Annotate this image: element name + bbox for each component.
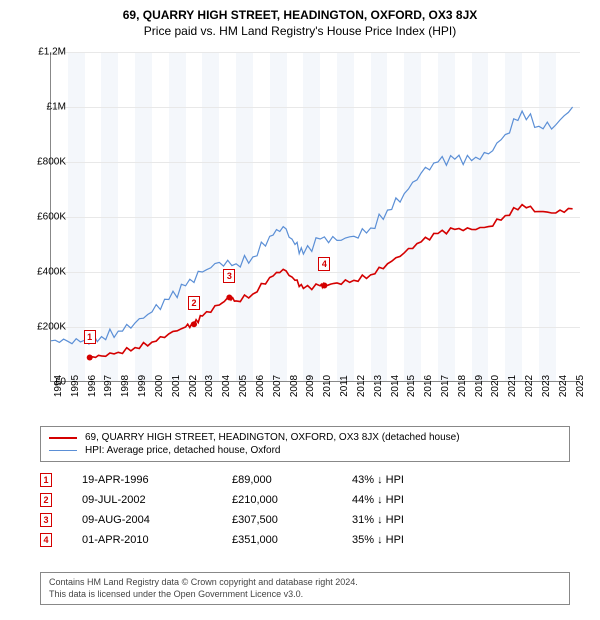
footer-box: Contains HM Land Registry data © Crown c… xyxy=(40,572,570,605)
series-property xyxy=(90,205,573,358)
x-axis-label: 2001 xyxy=(171,375,182,397)
transaction-row: 1 19-APR-1996£89,00043% ↓ HPI xyxy=(40,470,570,490)
transaction-date: 01-APR-2010 xyxy=(82,534,232,546)
x-axis-label: 2015 xyxy=(406,375,417,397)
x-axis-label: 2020 xyxy=(490,375,501,397)
plot-area: 1 2 3 4 xyxy=(50,52,580,382)
y-axis-label: £800K xyxy=(37,157,66,168)
transaction-marker: 1 xyxy=(40,473,52,487)
marker-dot xyxy=(321,282,327,288)
transaction-delta: 43% ↓ HPI xyxy=(352,474,472,486)
y-axis-label: £1M xyxy=(47,102,66,113)
x-axis-label: 1998 xyxy=(120,375,131,397)
x-axis-label: 1996 xyxy=(87,375,98,397)
transaction-price: £351,000 xyxy=(232,534,352,546)
x-axis-label: 2021 xyxy=(507,375,518,397)
transaction-delta: 35% ↓ HPI xyxy=(352,534,472,546)
transaction-delta: 31% ↓ HPI xyxy=(352,514,472,526)
marker-label: 4 xyxy=(318,257,330,271)
transaction-marker: 4 xyxy=(40,533,52,547)
x-axis-label: 1994 xyxy=(53,375,64,397)
transaction-marker: 2 xyxy=(40,493,52,507)
marker-dot xyxy=(87,355,93,361)
marker-label: 3 xyxy=(223,269,235,283)
x-axis-label: 2025 xyxy=(575,375,586,397)
legend-box: 69, QUARRY HIGH STREET, HEADINGTON, OXFO… xyxy=(40,426,570,462)
x-axis-label: 2008 xyxy=(289,375,300,397)
transaction-price: £210,000 xyxy=(232,494,352,506)
x-axis-label: 2011 xyxy=(339,375,350,397)
transaction-date: 09-JUL-2002 xyxy=(82,494,232,506)
footer-line-1: Contains HM Land Registry data © Crown c… xyxy=(49,577,561,589)
chart-title: 69, QUARRY HIGH STREET, HEADINGTON, OXFO… xyxy=(0,0,600,22)
legend-label: HPI: Average price, detached house, Oxfo… xyxy=(85,445,281,456)
x-axis-label: 2004 xyxy=(221,375,232,397)
footer-line-2: This data is licensed under the Open Gov… xyxy=(49,589,561,601)
x-axis-label: 2023 xyxy=(541,375,552,397)
x-axis-label: 2002 xyxy=(188,375,199,397)
legend-swatch xyxy=(49,437,77,439)
legend-label: 69, QUARRY HIGH STREET, HEADINGTON, OXFO… xyxy=(85,432,460,443)
x-axis-label: 2022 xyxy=(524,375,535,397)
x-axis-label: 2000 xyxy=(154,375,165,397)
x-axis-label: 2010 xyxy=(322,375,333,397)
chart-svg xyxy=(51,52,580,381)
transaction-date: 09-AUG-2004 xyxy=(82,514,232,526)
transaction-date: 19-APR-1996 xyxy=(82,474,232,486)
x-axis-label: 2014 xyxy=(390,375,401,397)
transaction-price: £307,500 xyxy=(232,514,352,526)
marker-dot xyxy=(191,321,197,327)
legend-item: HPI: Average price, detached house, Oxfo… xyxy=(49,444,561,457)
y-axis-label: £200K xyxy=(37,322,66,333)
x-axis-label: 2012 xyxy=(356,375,367,397)
x-axis-label: 1997 xyxy=(103,375,114,397)
marker-dot xyxy=(226,294,232,300)
marker-label: 2 xyxy=(188,296,200,310)
chart-container: 69, QUARRY HIGH STREET, HEADINGTON, OXFO… xyxy=(0,0,600,620)
legend-swatch xyxy=(49,450,77,451)
x-axis-label: 2006 xyxy=(255,375,266,397)
x-axis-label: 2005 xyxy=(238,375,249,397)
transactions-table: 1 19-APR-1996£89,00043% ↓ HPI 2 09-JUL-2002… xyxy=(40,470,570,550)
x-axis-label: 2017 xyxy=(440,375,451,397)
chart-subtitle: Price paid vs. HM Land Registry's House … xyxy=(0,22,600,46)
marker-label: 1 xyxy=(84,330,96,344)
y-axis-label: £600K xyxy=(37,212,66,223)
x-axis-label: 2009 xyxy=(305,375,316,397)
x-axis-label: 2024 xyxy=(558,375,569,397)
transaction-row: 4 01-APR-2010£351,00035% ↓ HPI xyxy=(40,530,570,550)
x-axis-label: 1999 xyxy=(137,375,148,397)
x-axis-label: 1995 xyxy=(70,375,81,397)
x-axis-label: 2003 xyxy=(204,375,215,397)
y-axis-label: £1.2M xyxy=(38,47,66,58)
transaction-row: 3 09-AUG-2004£307,50031% ↓ HPI xyxy=(40,510,570,530)
transaction-marker: 3 xyxy=(40,513,52,527)
x-axis-label: 2018 xyxy=(457,375,468,397)
transaction-price: £89,000 xyxy=(232,474,352,486)
x-axis-label: 2019 xyxy=(474,375,485,397)
x-axis-label: 2016 xyxy=(423,375,434,397)
transaction-delta: 44% ↓ HPI xyxy=(352,494,472,506)
x-axis-label: 2013 xyxy=(373,375,384,397)
y-axis-label: £400K xyxy=(37,267,66,278)
x-axis-label: 2007 xyxy=(272,375,283,397)
legend-item: 69, QUARRY HIGH STREET, HEADINGTON, OXFO… xyxy=(49,431,561,444)
series-hpi xyxy=(51,107,573,344)
transaction-row: 2 09-JUL-2002£210,00044% ↓ HPI xyxy=(40,490,570,510)
